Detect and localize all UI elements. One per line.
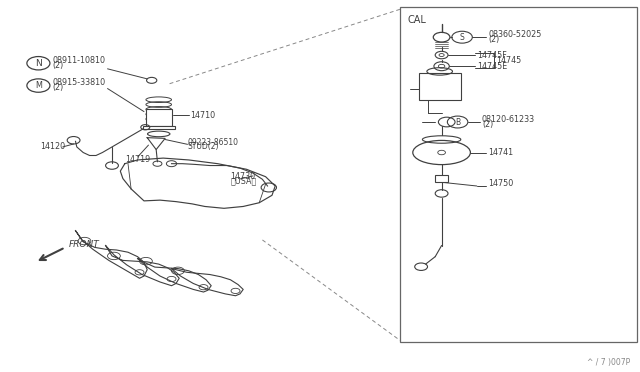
Text: 08915-33810: 08915-33810: [52, 78, 106, 87]
Text: 08911-10810: 08911-10810: [52, 56, 106, 65]
Ellipse shape: [413, 141, 470, 165]
Text: CAL: CAL: [408, 16, 426, 25]
Text: (2): (2): [488, 35, 500, 44]
Bar: [146, 109, 172, 126]
Text: 14741: 14741: [488, 148, 513, 157]
Text: S: S: [460, 33, 465, 42]
Text: 14120: 14120: [40, 142, 65, 151]
Text: 08120-61233: 08120-61233: [482, 115, 535, 124]
Text: STUD(2): STUD(2): [188, 142, 219, 151]
Text: B: B: [455, 118, 460, 126]
Text: 14745E: 14745E: [477, 62, 507, 71]
Text: (2): (2): [52, 61, 64, 70]
Text: ^ / 7 )007P: ^ / 7 )007P: [587, 358, 630, 367]
Text: 14730: 14730: [230, 172, 255, 181]
Text: 14745F: 14745F: [477, 51, 506, 60]
Text: (2): (2): [482, 120, 493, 129]
Text: M: M: [35, 81, 42, 90]
Bar: [143, 126, 175, 129]
Bar: [419, 73, 461, 100]
Text: N: N: [35, 59, 42, 68]
Bar: [435, 175, 448, 182]
Text: FRONT: FRONT: [69, 240, 100, 249]
Text: 09223-86510: 09223-86510: [188, 138, 239, 147]
Text: 14710: 14710: [190, 111, 215, 120]
Text: 08360-52025: 08360-52025: [488, 31, 541, 39]
Text: 14719: 14719: [125, 155, 150, 164]
Text: (2): (2): [52, 83, 64, 92]
Text: 14745: 14745: [497, 56, 522, 65]
Text: （USA）: （USA）: [230, 177, 257, 186]
Bar: [400, 7, 637, 342]
Text: 14750: 14750: [488, 179, 513, 188]
